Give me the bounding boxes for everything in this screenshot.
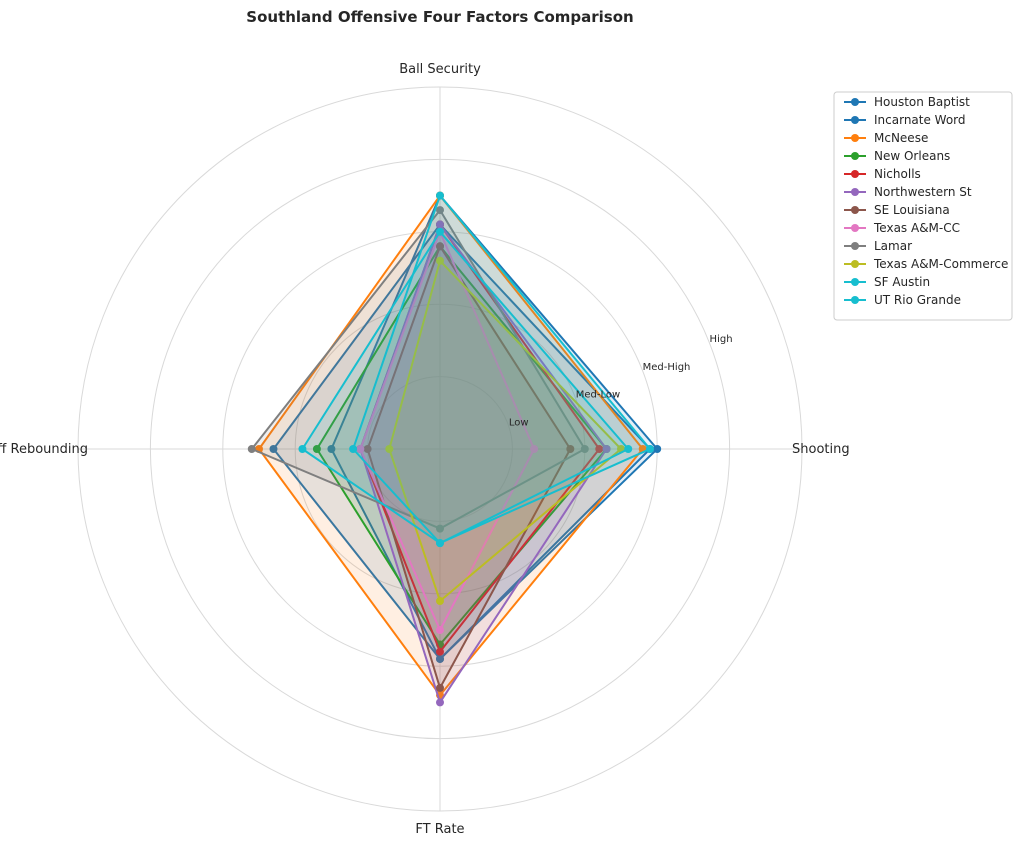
series-point	[595, 445, 604, 453]
series-point	[298, 445, 307, 453]
legend-entry[interactable]: SE Louisiana	[874, 203, 950, 217]
series-point	[436, 539, 444, 548]
series-point	[566, 445, 575, 453]
series-point	[645, 445, 654, 453]
series-point	[436, 626, 444, 634]
legend-marker	[851, 134, 859, 142]
ring-label: Low	[509, 417, 529, 428]
legend-marker	[851, 152, 859, 160]
series-point	[436, 524, 444, 533]
series-point	[356, 445, 365, 453]
legend-entry[interactable]: SF Austin	[874, 275, 930, 289]
series-point	[385, 445, 394, 453]
series-point	[247, 445, 256, 453]
series-area	[259, 195, 643, 696]
series-point	[653, 445, 662, 453]
series-point	[312, 445, 321, 453]
legend-marker	[851, 98, 859, 106]
series-point	[436, 683, 444, 692]
series-layer	[247, 191, 662, 707]
series-area	[302, 231, 629, 544]
legend-entry[interactable]: Houston Baptist	[874, 95, 970, 109]
legend-entry[interactable]: Lamar	[874, 239, 912, 253]
legend-entry[interactable]: UT Rio Grande	[874, 293, 961, 307]
legend-marker	[851, 296, 859, 304]
chart-title: Southland Offensive Four Factors Compari…	[246, 8, 633, 26]
series-point	[624, 445, 633, 453]
series-point	[436, 647, 444, 656]
legend-marker	[851, 170, 859, 178]
series-area	[331, 195, 658, 659]
series-area	[360, 224, 607, 703]
series-point	[269, 445, 278, 453]
series-point	[349, 445, 358, 453]
legend-marker	[851, 188, 859, 196]
series-point	[363, 445, 372, 453]
series-point	[436, 698, 444, 707]
axis-label: Off Rebounding	[0, 442, 88, 457]
axis-labels: Low Med-Low Med-High High Ball Security Shoot…	[0, 62, 850, 837]
legend-marker	[851, 260, 859, 268]
series-point	[530, 445, 539, 453]
legend[interactable]: Houston Baptist Incarnate Word McNeese New …	[833, 91, 1013, 321]
axis-label: FT Rate	[415, 822, 464, 837]
ring-label: Med-Low	[576, 390, 620, 401]
legend-marker	[851, 224, 859, 232]
series-point	[436, 206, 444, 215]
legend-box	[833, 91, 1013, 321]
axis-label: Shooting	[792, 442, 850, 457]
series-area	[353, 195, 650, 544]
legend-entry[interactable]: McNeese	[874, 131, 928, 145]
series-point	[602, 445, 611, 453]
series-area	[367, 246, 571, 688]
series-point	[436, 220, 444, 229]
series-point	[436, 242, 444, 251]
series-area	[273, 224, 650, 659]
legend-marker	[851, 116, 859, 124]
legend-entry[interactable]: Texas A&M-CC	[873, 221, 960, 235]
series-point	[436, 256, 444, 265]
axis-label: Ball Security	[399, 62, 481, 77]
legend-entry[interactable]: Incarnate Word	[874, 113, 966, 127]
legend-marker	[851, 278, 859, 286]
legend-entry[interactable]: New Orleans	[874, 149, 950, 163]
legend-entry[interactable]: Northwestern St	[874, 185, 972, 199]
ring-label: High	[710, 334, 733, 345]
legend-entry[interactable]: Texas A&M-Commerce	[873, 257, 1008, 271]
series-point	[327, 445, 336, 453]
series-area	[251, 210, 585, 529]
series-point	[436, 654, 444, 663]
series-point	[580, 445, 589, 453]
legend-marker	[851, 242, 859, 250]
series-point	[436, 227, 444, 236]
series-point	[436, 191, 444, 200]
legend-marker	[851, 206, 859, 214]
legend-entry[interactable]: Nicholls	[874, 167, 921, 181]
series-area	[389, 260, 621, 601]
ring-label: Med-High	[643, 362, 691, 373]
series-point	[436, 597, 444, 606]
